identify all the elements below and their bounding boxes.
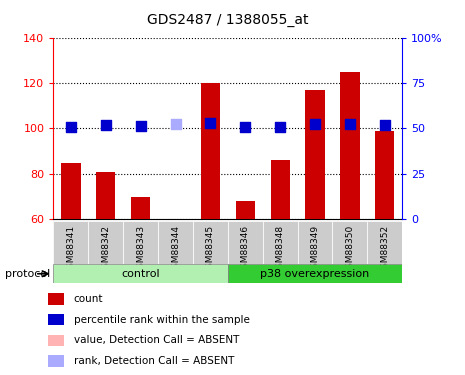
Bar (271, 160, 290, 219)
Text: GSM88342: GSM88342 (101, 225, 110, 274)
Bar (53, 221, 88, 264)
Bar (131, 196, 150, 219)
Text: GSM88350: GSM88350 (345, 225, 354, 274)
Text: percentile rank within the sample: percentile rank within the sample (73, 315, 249, 325)
Text: GSM88346: GSM88346 (241, 225, 250, 274)
Text: GSM88344: GSM88344 (171, 225, 180, 274)
Text: GSM88349: GSM88349 (311, 225, 319, 274)
Bar (61, 162, 80, 219)
Bar (236, 201, 255, 219)
Point (276, 124, 284, 130)
Point (311, 121, 319, 127)
Text: GSM88343: GSM88343 (136, 225, 145, 274)
Bar (340, 72, 359, 219)
Text: GSM88345: GSM88345 (206, 225, 215, 274)
Text: GSM88348: GSM88348 (276, 225, 285, 274)
Bar (228, 264, 402, 283)
Text: protocol: protocol (5, 269, 50, 279)
Point (346, 121, 353, 127)
Text: GSM88341: GSM88341 (66, 225, 75, 274)
Bar (298, 221, 332, 264)
Bar (88, 221, 123, 264)
Bar (306, 90, 325, 219)
Bar (263, 221, 298, 264)
Text: value, Detection Call = ABSENT: value, Detection Call = ABSENT (73, 335, 239, 345)
Text: rank, Detection Call = ABSENT: rank, Detection Call = ABSENT (73, 356, 234, 366)
Bar (158, 221, 193, 264)
Bar (375, 131, 394, 219)
Point (102, 122, 109, 128)
Point (241, 124, 249, 130)
Bar (48, 355, 64, 367)
Bar (193, 221, 228, 264)
Bar (367, 221, 402, 264)
Point (206, 120, 214, 126)
Bar (53, 264, 228, 283)
Bar (332, 221, 367, 264)
Text: p38 overexpression: p38 overexpression (260, 269, 370, 279)
Text: count: count (73, 294, 103, 304)
Bar (201, 83, 220, 219)
Text: control: control (121, 269, 160, 279)
Bar (48, 334, 64, 346)
Point (137, 123, 144, 129)
Point (67, 124, 74, 130)
Bar (96, 172, 115, 219)
Point (172, 121, 179, 127)
Text: GSM88352: GSM88352 (380, 225, 389, 274)
Bar (228, 221, 263, 264)
Bar (123, 221, 158, 264)
Bar (48, 293, 64, 305)
Text: GDS2487 / 1388055_at: GDS2487 / 1388055_at (147, 13, 309, 27)
Point (381, 122, 388, 128)
Bar (48, 314, 64, 326)
